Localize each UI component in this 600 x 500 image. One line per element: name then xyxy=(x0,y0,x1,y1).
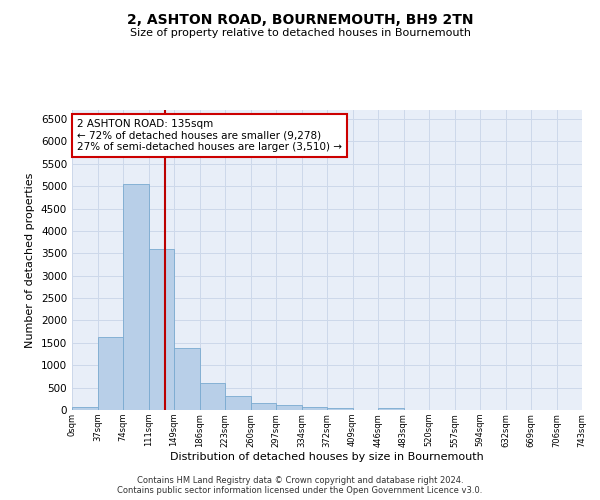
Bar xyxy=(302,408,327,410)
Text: Contains HM Land Registry data © Crown copyright and database right 2024.
Contai: Contains HM Land Registry data © Crown c… xyxy=(118,476,482,495)
Bar xyxy=(276,404,302,410)
Bar xyxy=(199,383,225,410)
Bar xyxy=(251,403,276,410)
Bar xyxy=(378,408,404,410)
Text: Size of property relative to detached houses in Bournemouth: Size of property relative to detached ho… xyxy=(130,28,470,38)
Bar xyxy=(123,184,149,410)
Bar xyxy=(97,338,123,410)
Bar xyxy=(327,408,353,410)
Text: 2, ASHTON ROAD, BOURNEMOUTH, BH9 2TN: 2, ASHTON ROAD, BOURNEMOUTH, BH9 2TN xyxy=(127,12,473,26)
Bar xyxy=(72,407,97,410)
X-axis label: Distribution of detached houses by size in Bournemouth: Distribution of detached houses by size … xyxy=(170,452,484,462)
Bar xyxy=(174,348,199,410)
Bar xyxy=(149,249,174,410)
Bar xyxy=(225,396,251,410)
Y-axis label: Number of detached properties: Number of detached properties xyxy=(25,172,35,348)
Text: 2 ASHTON ROAD: 135sqm
← 72% of detached houses are smaller (9,278)
27% of semi-d: 2 ASHTON ROAD: 135sqm ← 72% of detached … xyxy=(77,119,342,152)
